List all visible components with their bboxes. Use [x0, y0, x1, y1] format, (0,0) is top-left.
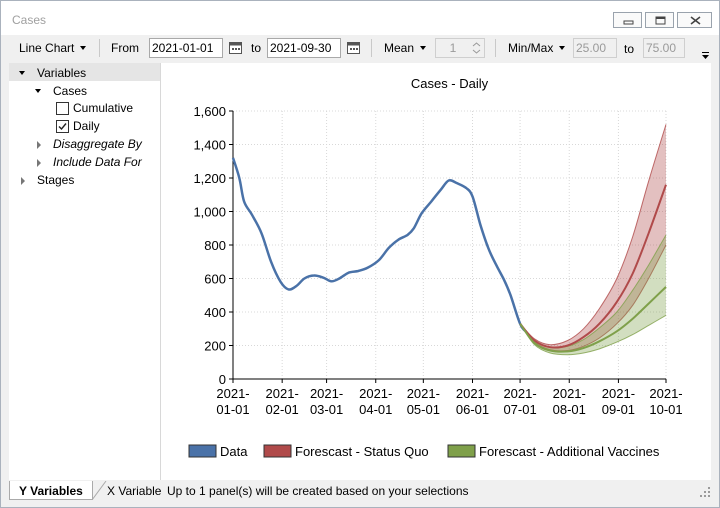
line-chart: Cases - Daily 0 200 400 600 800 1,000 1,200 1,40…: [188, 76, 683, 459]
legend-label: Data: [220, 444, 248, 459]
toolbar-separator: [495, 39, 496, 57]
x-tick-label: 06-01: [456, 402, 489, 417]
legend-swatch: [188, 444, 217, 458]
forecast-band: [520, 235, 666, 355]
tree-root-row[interactable]: [9, 63, 160, 81]
toolbar-overflow-icon[interactable]: [701, 51, 711, 61]
variables-tree: Variables Cases Cumulative Daily Disaggr…: [9, 63, 161, 480]
y-tick-label: 600: [204, 272, 226, 287]
aggregate-dropdown[interactable]: Mean: [384, 41, 426, 55]
cumulative-checkbox[interactable]: [56, 102, 69, 115]
range-to-label: to: [624, 42, 635, 56]
x-tick-label: 2021-: [456, 386, 489, 401]
x-tick-label: 2021-: [503, 386, 536, 401]
tree-item-stages[interactable]: Stages: [37, 173, 75, 187]
close-button[interactable]: [677, 12, 712, 28]
y-tick-label: 1,200: [193, 171, 226, 186]
toolbar-separator: [371, 39, 372, 57]
min-value-input[interactable]: 25.00: [573, 38, 617, 58]
x-tick-label: 2021-: [649, 386, 682, 401]
range-mode-dropdown[interactable]: Min/Max: [508, 41, 565, 55]
collapse-icon[interactable]: [21, 177, 25, 185]
x-tick-label: 2021-: [310, 386, 343, 401]
vertical-scrollbar[interactable]: [711, 63, 719, 480]
tab-x-variable[interactable]: X Variable: [107, 484, 162, 498]
x-tick-label: 04-01: [359, 402, 392, 417]
x-tick-label: 2021-: [553, 386, 586, 401]
tree-item-daily[interactable]: Daily: [73, 119, 100, 133]
y-tick-label: 0: [219, 372, 226, 387]
x-tick-label: 2021-: [359, 386, 392, 401]
resize-grip-icon[interactable]: [700, 487, 711, 498]
series-line-2: [519, 286, 667, 353]
legend-label: Forescast - Additional Vaccines: [479, 444, 660, 459]
y-tick-label: 1,400: [193, 138, 226, 153]
tree-item-cases[interactable]: Cases: [53, 84, 88, 98]
calendar-icon[interactable]: [347, 41, 360, 54]
y-tick-label: 200: [204, 339, 226, 354]
tree-root-label[interactable]: Variables: [37, 66, 87, 80]
x-tick-label: 2021-: [407, 386, 440, 401]
daily-checkbox[interactable]: [56, 120, 69, 133]
x-tick-label: 03-01: [310, 402, 343, 417]
minimize-button[interactable]: [613, 12, 642, 28]
x-tick-label: 2021-: [266, 386, 299, 401]
collapse-icon[interactable]: [37, 141, 41, 149]
calendar-icon[interactable]: [229, 41, 242, 54]
status-bar: Up to 1 panel(s) will be created based o…: [161, 481, 719, 501]
x-tick-label: 2021-: [602, 386, 635, 401]
y-tick-label: 400: [204, 305, 226, 320]
x-tick-label: 02-01: [266, 402, 299, 417]
tree-item-cumulative[interactable]: Cumulative: [73, 101, 134, 115]
status-text: Up to 1 panel(s) will be created based o…: [167, 484, 469, 498]
expand-icon[interactable]: [19, 71, 25, 75]
chart-title: Cases - Daily: [411, 76, 489, 91]
y-tick-label: 1,000: [193, 205, 226, 220]
max-value-input[interactable]: 75.00: [643, 38, 685, 58]
forecast-upper-line: [519, 124, 667, 346]
x-tick-label: 10-01: [649, 402, 682, 417]
y-tick-label: 1,600: [193, 104, 226, 119]
x-tick-label: 07-01: [503, 402, 536, 417]
x-tick-label: 2021-: [216, 386, 249, 401]
series-line-0: [231, 157, 528, 333]
tab-strip: Y Variables X Variable: [9, 481, 161, 501]
to-date-input[interactable]: 2021-09-30: [267, 38, 341, 58]
legend-label: Forescast - Status Quo: [295, 444, 429, 459]
tab-divider: [92, 481, 107, 500]
x-tick-label: 08-01: [553, 402, 586, 417]
tree-item-disaggregate[interactable]: Disaggregate By: [53, 137, 142, 151]
x-tick-label: 01-01: [216, 402, 249, 417]
to-label: to: [251, 41, 262, 55]
forecast-lower-line: [519, 314, 667, 356]
maximize-button[interactable]: [645, 12, 674, 28]
collapse-icon[interactable]: [37, 159, 41, 167]
toolbar-separator: [99, 39, 100, 57]
checkmark-icon: [58, 123, 67, 131]
chart-type-dropdown[interactable]: Line Chart: [19, 41, 86, 55]
minimize-icon: [623, 20, 634, 25]
title-bar: Cases: [1, 1, 719, 35]
x-tick-label: 05-01: [407, 402, 440, 417]
y-tick-label: 800: [204, 238, 226, 253]
maximize-icon: [655, 16, 666, 25]
tab-y-variables[interactable]: Y Variables: [9, 481, 93, 500]
tree-item-include-data[interactable]: Include Data For: [53, 155, 142, 169]
legend-swatch: [263, 444, 292, 458]
close-icon: [690, 16, 701, 25]
window-stepper[interactable]: 1: [435, 38, 485, 58]
expand-icon[interactable]: [35, 89, 41, 93]
tab-y-variables-label: Y Variables: [19, 484, 83, 498]
series-line-1: [519, 184, 667, 349]
from-date-input[interactable]: 2021-01-01: [149, 38, 223, 58]
window-title: Cases: [12, 13, 47, 27]
from-label: From: [111, 41, 139, 55]
stepper-arrows-icon[interactable]: [470, 40, 483, 56]
legend-swatch: [447, 444, 476, 458]
chart-panel: Cases - Daily 0 200 400 600 800 1,000 1,200 1,40…: [161, 63, 711, 480]
x-tick-label: 09-01: [602, 402, 635, 417]
